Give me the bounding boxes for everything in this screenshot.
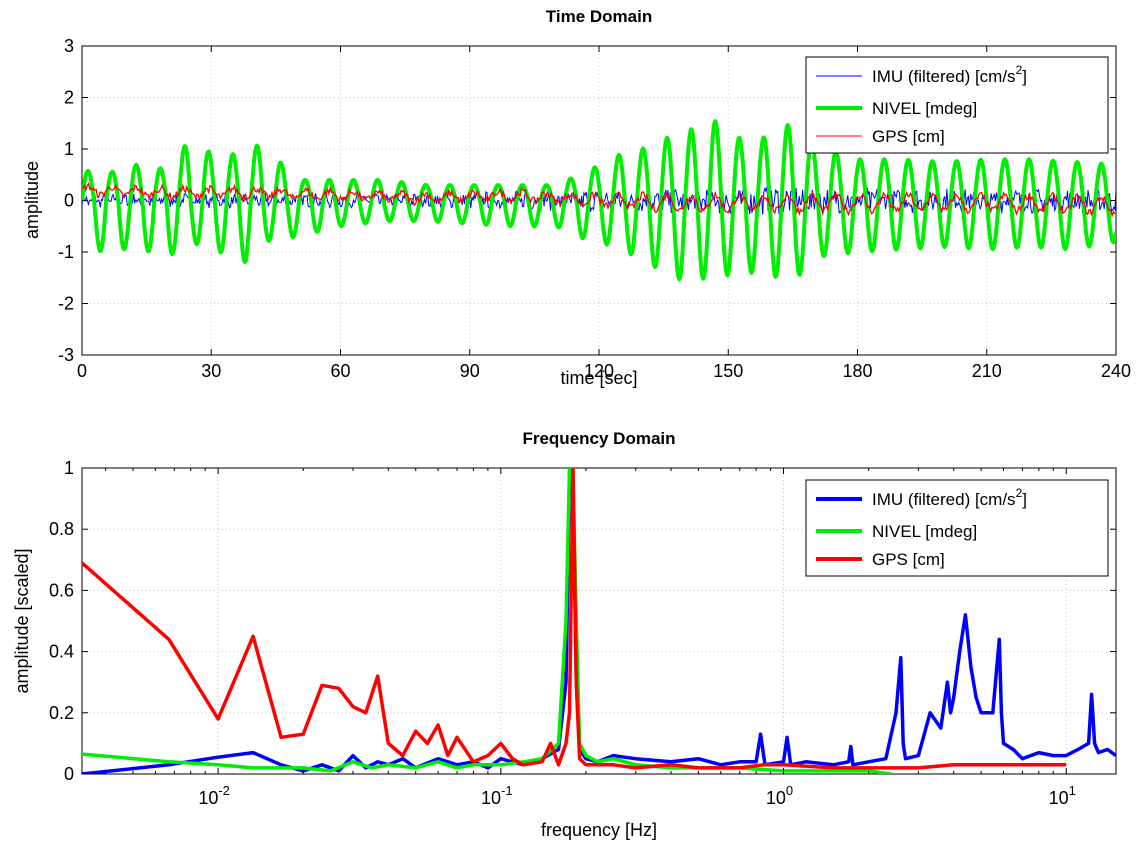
time-y-tick-label: 3: [64, 36, 74, 56]
time-domain-panel: 0 30 60 90 120 150 180 210 240 -3 -2 -1 0 1 2 3 Time Do…: [22, 7, 1131, 388]
time-y-tick-label: -3: [58, 345, 74, 365]
frequency-y-tick-label: 1: [64, 458, 74, 478]
frequency-x-axis-label: frequency [Hz]: [541, 820, 657, 840]
frequency-legend-imu: IMU (filtered) [cm/s2]: [872, 486, 1027, 509]
time-series-nivel-line: [82, 119, 1116, 282]
time-y-tick-label: -1: [58, 242, 74, 262]
time-x-tick-label: 0: [77, 361, 87, 381]
time-series-group: [82, 119, 1116, 282]
frequency-ticks: 10-2 10-1 100 101 0 0.2 0.4 0.6 0.8 1: [49, 458, 1116, 808]
time-y-tick-label: -2: [58, 294, 74, 314]
frequency-x-tick-label: 101: [1049, 783, 1076, 808]
frequency-chart-title: Frequency Domain: [522, 429, 675, 448]
time-x-tick-label: 30: [201, 361, 221, 381]
time-x-tick-label: 180: [842, 361, 872, 381]
time-legend-nivel: NIVEL [mdeg]: [872, 99, 977, 118]
time-x-tick-label: 90: [460, 361, 480, 381]
time-legend-box: [805, 56, 1109, 154]
time-legend: IMU (filtered) [cm/s2] NIVEL [mdeg] GPS …: [805, 56, 1109, 154]
time-chart-title: Time Domain: [546, 7, 652, 26]
frequency-y-axis-label: amplitude [scaled]: [12, 548, 32, 693]
frequency-y-tick-label: 0: [64, 764, 74, 784]
frequency-domain-panel: 10-2 10-1 100 101 0 0.2 0.4 0.6 0.8 1 Frequency D…: [12, 429, 1117, 840]
time-y-tick-label: 0: [64, 191, 74, 211]
frequency-legend-nivel: NIVEL [mdeg]: [872, 522, 977, 541]
frequency-y-tick-label: 0.2: [49, 703, 74, 723]
frequency-x-tick-label: 10-1: [481, 783, 513, 808]
time-y-tick-label: 1: [64, 139, 74, 159]
frequency-grid: [82, 468, 1116, 774]
time-x-tick-label: 120: [584, 361, 614, 381]
frequency-series-group: [82, 468, 1116, 774]
time-x-tick-label: 150: [713, 361, 743, 381]
time-ticks: 0 30 60 90 120 150 180 210 240 -3 -2 -1 0 1 2 3: [58, 36, 1131, 381]
frequency-x-tick-label: 10-2: [198, 783, 230, 808]
time-x-tick-label: 240: [1101, 361, 1131, 381]
time-legend-imu: IMU (filtered) [cm/s2]: [872, 63, 1027, 86]
time-y-axis-label: amplitude: [22, 161, 42, 239]
frequency-y-tick-label: 0.6: [49, 580, 74, 600]
time-x-tick-label: 60: [330, 361, 350, 381]
time-y-tick-label: 2: [64, 88, 74, 108]
frequency-legend: IMU (filtered) [cm/s2] NIVEL [mdeg] GPS …: [805, 479, 1109, 577]
time-x-axis-label: time [sec]: [560, 368, 637, 388]
time-series-gps-line: [82, 181, 1116, 218]
frequency-y-tick-label: 0.8: [49, 519, 74, 539]
frequency-legend-gps: GPS [cm]: [872, 550, 945, 569]
time-legend-gps: GPS [cm]: [872, 127, 945, 146]
frequency-x-tick-label: 100: [766, 783, 793, 808]
frequency-y-tick-label: 0.4: [49, 642, 74, 662]
time-x-tick-label: 210: [972, 361, 1002, 381]
